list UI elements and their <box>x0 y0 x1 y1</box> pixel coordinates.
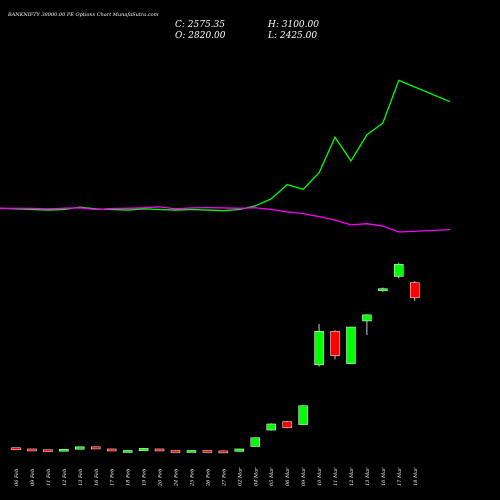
candle <box>218 450 229 454</box>
candle-body <box>282 421 292 428</box>
x-tick-label: 25 Feb <box>189 469 195 487</box>
candle-body <box>362 314 372 322</box>
green-line <box>0 79 451 212</box>
x-tick-label: 06 Feb <box>14 469 20 486</box>
x-tick-label: 09 Feb <box>30 469 36 486</box>
candle-body <box>202 450 213 453</box>
x-tick-label: 19 Feb <box>142 469 148 486</box>
candle <box>346 326 356 365</box>
x-tick-label: 20 Feb <box>158 469 164 487</box>
candle <box>154 448 165 452</box>
x-tick-label: 13 Feb <box>78 469 84 486</box>
x-tick-label: 11 Feb <box>46 469 52 486</box>
x-tick-label: 02 Mar <box>237 467 243 486</box>
candle-body <box>218 450 229 454</box>
x-tick-label: 13 Mar <box>365 467 371 486</box>
candle-body <box>266 423 276 431</box>
low-readout: L: 2425.00 <box>267 31 317 41</box>
candle <box>75 446 85 450</box>
magenta-line <box>0 206 451 233</box>
x-tick-label: 09 Mar <box>301 467 307 486</box>
x-tick-label: 04 Mar <box>253 467 259 486</box>
candle <box>27 448 37 452</box>
candle <box>266 423 276 431</box>
close-readout: C: 2575.35 <box>175 20 225 30</box>
x-tick-label: 16 Feb <box>94 469 100 486</box>
candle <box>410 281 420 301</box>
x-tick-label: 11 Mar <box>333 467 339 486</box>
candle-body <box>154 448 165 452</box>
candle <box>378 287 388 292</box>
candle-body <box>394 264 404 277</box>
chart-title: BANKNIFTY 38000.00 PE Options Chart Muna… <box>7 12 159 18</box>
candle <box>314 324 324 367</box>
x-tick-label: 10 Mar <box>317 467 323 486</box>
x-tick-label: 06 Mar <box>285 467 291 486</box>
candle-body <box>314 331 324 366</box>
candles <box>11 263 420 454</box>
candle <box>170 450 181 453</box>
x-tick-label: 18 Mar <box>413 467 419 486</box>
x-tick-label: 16 Mar <box>381 467 387 486</box>
candle-body <box>138 448 149 452</box>
candle <box>11 447 21 450</box>
candle-body <box>298 405 308 425</box>
candle-body <box>43 449 53 452</box>
candle-body <box>170 450 181 453</box>
x-tick-label: 26 Feb <box>205 469 211 487</box>
x-tick-label: 24 Feb <box>174 469 180 487</box>
candle-body <box>11 447 21 450</box>
candle <box>59 448 69 452</box>
candle-body <box>234 448 245 452</box>
candle <box>43 449 53 452</box>
candle <box>138 448 149 452</box>
candle-body <box>378 288 388 291</box>
candle <box>330 330 340 360</box>
candle <box>234 448 245 452</box>
high-readout: H: 3100.00 <box>267 20 319 30</box>
indicator-lines <box>0 79 451 233</box>
candle-body <box>27 448 37 452</box>
candle <box>282 420 292 429</box>
candle-body <box>122 450 133 453</box>
candle-body <box>75 446 85 450</box>
candle <box>91 446 101 450</box>
candle-body <box>330 331 340 356</box>
x-tick-label: 17 Feb <box>110 469 116 486</box>
x-axis-ticks: 06 Feb 09 Feb 11 Feb 12 Feb 13 Feb 16 Feb 17 F… <box>14 467 419 487</box>
candle <box>186 450 197 453</box>
candle <box>298 405 308 426</box>
candle-body <box>410 282 420 299</box>
x-tick-label: 12 Feb <box>62 469 68 486</box>
candle <box>122 450 133 453</box>
candle-body <box>91 446 101 450</box>
candle-body <box>250 437 260 447</box>
candle <box>202 450 213 453</box>
candle-body <box>59 449 69 452</box>
candle <box>394 263 404 279</box>
x-tick-label: 18 Feb <box>126 469 132 486</box>
candle <box>106 448 117 452</box>
x-tick-label: 12 Mar <box>349 467 355 486</box>
candle-body <box>186 450 197 453</box>
x-tick-label: 05 Mar <box>269 467 275 486</box>
open-readout: O: 2820.00 <box>175 31 226 41</box>
candle <box>250 437 260 447</box>
candle-body <box>346 326 356 364</box>
candle <box>362 314 372 335</box>
x-tick-label: 27 Feb <box>221 469 227 487</box>
candle-body <box>106 448 117 452</box>
x-tick-label: 17 Mar <box>397 467 403 486</box>
